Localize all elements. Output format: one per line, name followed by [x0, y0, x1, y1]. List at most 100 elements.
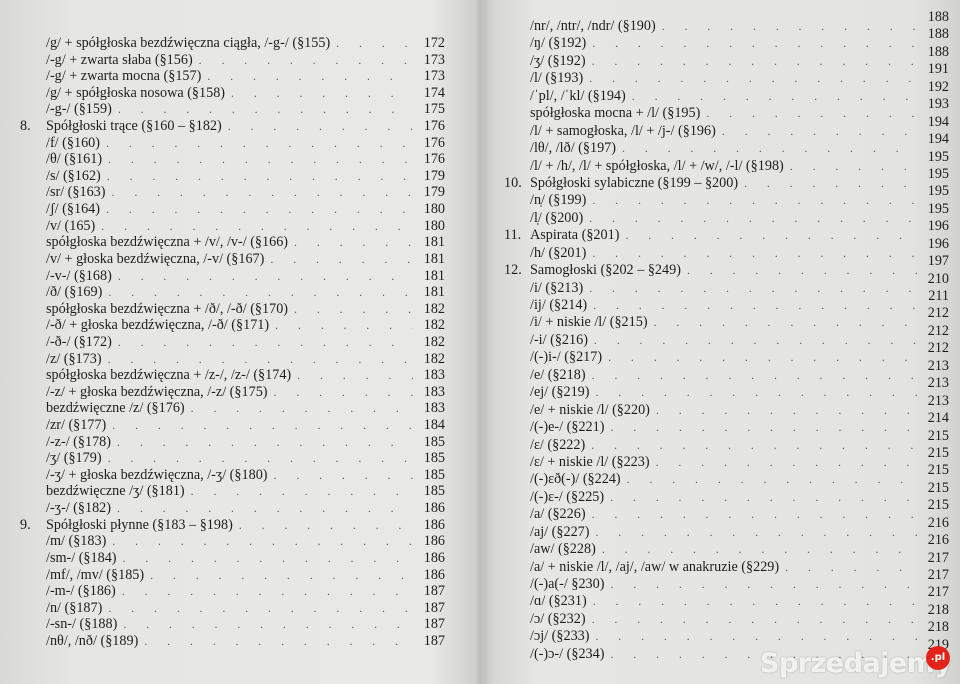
- page-number: 173: [423, 51, 445, 68]
- page-number: 196: [927, 235, 949, 252]
- dot-leader: [592, 612, 917, 627]
- page-number: 213: [927, 392, 949, 409]
- page-number: 182: [423, 350, 445, 367]
- entry-title: Spółgłoski płynne (§183 – §198): [46, 516, 233, 533]
- page-number: 215: [927, 479, 949, 496]
- entry-title: /a/ (§226): [530, 506, 586, 523]
- toc-entry: /-v-/ (§168) 181: [20, 268, 445, 285]
- entry-title: /i/ + niskie /l/ (§215): [530, 314, 648, 331]
- page-number: 188: [927, 43, 949, 60]
- page-number: 210: [927, 270, 949, 287]
- entry-title: Samogłoski (§202 – §249): [530, 262, 681, 279]
- entry-title: /-sn-/ (§188): [46, 616, 118, 633]
- watermark-badge: .pl: [926, 646, 950, 670]
- entry-title: /l/ + /h/, /l/ + spółgłoska, /l/ + /w/, …: [530, 157, 784, 174]
- dot-leader: [117, 435, 413, 450]
- dot-leader: [112, 418, 413, 433]
- toc-entry: /ŋ/ (§192) 188: [504, 26, 949, 52]
- toc-entry: bezdźwięczne /z/ (§176) 183: [20, 400, 445, 417]
- toc-entry: bezdźwięczne /ʒ/ (§181) 185: [20, 483, 445, 500]
- page-number: 214: [927, 410, 949, 427]
- entry-title: /ej/ (§219): [530, 384, 590, 401]
- toc-entry: /-ʒ-/ (§182) 186: [20, 500, 445, 517]
- dot-leader: [122, 584, 413, 599]
- toc-section: 8. Spółgłoski trące (§160 – §182) 176: [20, 118, 445, 135]
- section-number: 10.: [504, 174, 522, 191]
- page-number: 196: [927, 218, 949, 235]
- entry-title: /ʒ/ (§192): [530, 52, 586, 69]
- dot-leader: [123, 617, 413, 632]
- dot-leader: [207, 69, 413, 84]
- dot-leader: [112, 185, 413, 200]
- page-number: 187: [423, 599, 445, 616]
- entry-title: /ŋ/ (§192): [530, 35, 587, 52]
- toc-entry: /ð/ (§169) 181: [20, 284, 445, 301]
- dot-leader: [592, 36, 917, 51]
- entry-title: /n̩/ (§199): [530, 192, 587, 209]
- page-number: 184: [423, 417, 445, 434]
- dot-leader: [592, 368, 917, 383]
- toc-section: 11. Aspirata (§201) 196: [504, 218, 949, 244]
- entry-title: spółgłoska bezdźwięczna + /ð/, /-ð/ (§17…: [46, 300, 289, 317]
- dot-leader: [270, 252, 413, 267]
- dot-leader: [108, 352, 413, 367]
- entry-title: /-v-/ (§168): [46, 267, 112, 284]
- entry-title: /h/ (§201): [530, 244, 587, 261]
- dot-leader: [610, 420, 917, 435]
- entry-title: Spółgłoski sylabiczne (§199 – §200): [530, 174, 739, 191]
- entry-title: /sr/ (§163): [46, 184, 106, 201]
- entry-title: /θ/ (§161): [46, 151, 103, 168]
- entry-title: /nθ/, /nð/ (§189): [46, 632, 139, 649]
- toc-entry: /lθ/, /lð/ (§197) 194: [504, 131, 949, 157]
- toc-entry: spółgłoska bezdźwięczna + /v/, /v-/ (§16…: [20, 234, 445, 251]
- entry-title: /ij/ (§214): [530, 297, 588, 313]
- toc-entry: spółgłoska bezdźwięczna + /z-/, /z-/ (§1…: [20, 367, 445, 384]
- toc-entry: /i/ (§213) 210: [504, 271, 949, 297]
- page-number: 212: [927, 305, 949, 322]
- page-number: 213: [927, 357, 949, 374]
- entry-title: /l̩/ (§200): [530, 209, 584, 226]
- page-number: 183: [423, 400, 445, 417]
- dot-leader: [191, 401, 413, 416]
- dot-leader: [117, 501, 413, 516]
- toc-entry: /ɛ/ + niskie /l/ (§223) 215: [504, 445, 949, 471]
- dot-leader: [108, 601, 413, 616]
- entry-title: /ɔj/ (§233): [530, 628, 590, 645]
- entry-title: /z/ (§173): [46, 350, 102, 367]
- toc-section: 9. Spółgłoski płynne (§183 – §198) 186: [20, 517, 445, 534]
- toc-section: 10. Spółgłoski sylabiczne (§199 – §200) 19…: [504, 166, 949, 192]
- dot-leader: [108, 152, 413, 167]
- dot-leader: [594, 333, 917, 348]
- entry-title: /zr/ (§177): [46, 417, 107, 434]
- dot-leader: [592, 54, 917, 69]
- dot-leader: [231, 86, 413, 101]
- toc-entry: /l/ + samogłoska, /l/ + /j-/ (§196) 194: [504, 114, 949, 140]
- toc-entry: /ej/ (§219) 213: [504, 375, 949, 401]
- page-number: 195: [927, 165, 949, 182]
- entry-title: /-g-/ (§159): [46, 101, 112, 118]
- toc-entry: /-i/ (§216) 212: [504, 323, 949, 349]
- entry-title: /(-)e-/ (§221): [530, 419, 605, 436]
- toc-entry: /zr/ (§177) 184: [20, 417, 445, 434]
- toc-entry: /nθ/, /nð/ (§189) 187: [20, 633, 445, 650]
- page-number: 188: [927, 26, 949, 43]
- toc-entry: /e/ (§218) 213: [504, 358, 949, 384]
- page-number: 215: [927, 497, 949, 514]
- entry-title: /(-)ɛð(-)/ (§224): [530, 471, 621, 488]
- page-number: 183: [423, 367, 445, 384]
- page-number: 179: [423, 167, 445, 184]
- toc-entry: /nr/, /ntr/, /ndr/ (§190) 188: [504, 9, 949, 35]
- entry-title: /ʒ/ (§179): [46, 450, 102, 467]
- entry-title: bezdźwięczne /z/ (§176): [46, 400, 185, 417]
- dot-leader: [123, 551, 413, 566]
- dot-leader: [610, 490, 917, 505]
- toc-entry: /ij/ (§214) 211: [504, 288, 949, 314]
- entry-title: /mf/, /mv/ (§185): [46, 566, 145, 583]
- entry-title: /g/ + spółgłoska nosowa (§158): [46, 84, 226, 101]
- page-number: 176: [423, 151, 445, 168]
- page-number: 197: [927, 253, 949, 270]
- entry-title: /f/ (§160): [46, 134, 100, 151]
- dot-leader: [107, 169, 413, 184]
- section-number: 12.: [504, 262, 522, 279]
- page-number: 180: [423, 201, 445, 218]
